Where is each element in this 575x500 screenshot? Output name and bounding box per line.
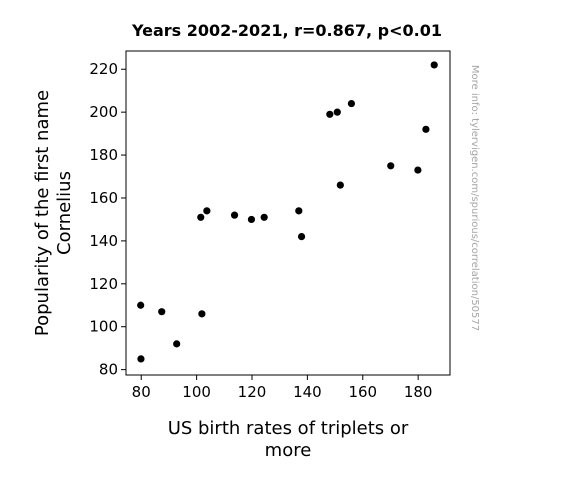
data-point xyxy=(137,355,145,363)
data-point xyxy=(137,301,145,309)
y-tick-label: 140 xyxy=(89,232,118,250)
chart-title: Years 2002-2021, r=0.867, p<0.01 xyxy=(131,21,442,40)
y-axis-label-line-2: Cornelius xyxy=(54,171,75,255)
data-point xyxy=(297,233,306,241)
y-tick-label: 80 xyxy=(99,361,118,379)
data-point xyxy=(260,213,268,221)
data-point xyxy=(230,211,239,219)
y-tick-label: 120 xyxy=(89,275,118,293)
x-tick-label: 140 xyxy=(293,383,322,401)
source-note: More info: tylervigen.com/spurious/corre… xyxy=(469,65,480,331)
x-tick-label: 80 xyxy=(132,383,151,401)
x-tick-label: 180 xyxy=(404,383,433,401)
plot-frame xyxy=(125,50,451,376)
data-point xyxy=(347,99,356,108)
data-point xyxy=(197,213,205,221)
data-point xyxy=(422,125,430,133)
y-tick-label: 200 xyxy=(89,103,118,121)
x-axis-label-line-2: more xyxy=(265,440,312,461)
data-point xyxy=(326,110,334,118)
y-tick-label: 160 xyxy=(89,189,118,207)
data-point xyxy=(387,162,395,170)
data-point xyxy=(247,215,256,224)
plot-area: 80 100 120 140 160 180 80 100 120 140 160 180 200 22… xyxy=(89,50,451,401)
data-point xyxy=(203,207,211,215)
data-point xyxy=(198,310,206,318)
y-tick-label: 100 xyxy=(89,318,118,336)
y-axis-label-line-1: Popularity of the first name xyxy=(32,90,53,336)
x-axis: 80 100 120 140 160 180 xyxy=(132,375,433,401)
x-tick-label: 100 xyxy=(182,383,211,401)
data-point xyxy=(295,207,303,215)
x-axis-label-line-1: US birth rates of triplets or xyxy=(168,418,409,439)
data-point xyxy=(430,61,438,69)
data-point xyxy=(336,181,344,189)
y-tick-label: 220 xyxy=(89,60,118,78)
y-axis: 80 100 120 140 160 180 200 220 xyxy=(89,60,126,379)
data-point xyxy=(333,108,341,116)
data-point xyxy=(173,340,181,348)
data-point xyxy=(158,308,166,316)
data-point xyxy=(414,166,422,174)
x-tick-label: 160 xyxy=(348,383,377,401)
data-points xyxy=(137,61,438,363)
x-tick-label: 120 xyxy=(238,383,267,401)
y-tick-label: 180 xyxy=(89,146,118,164)
